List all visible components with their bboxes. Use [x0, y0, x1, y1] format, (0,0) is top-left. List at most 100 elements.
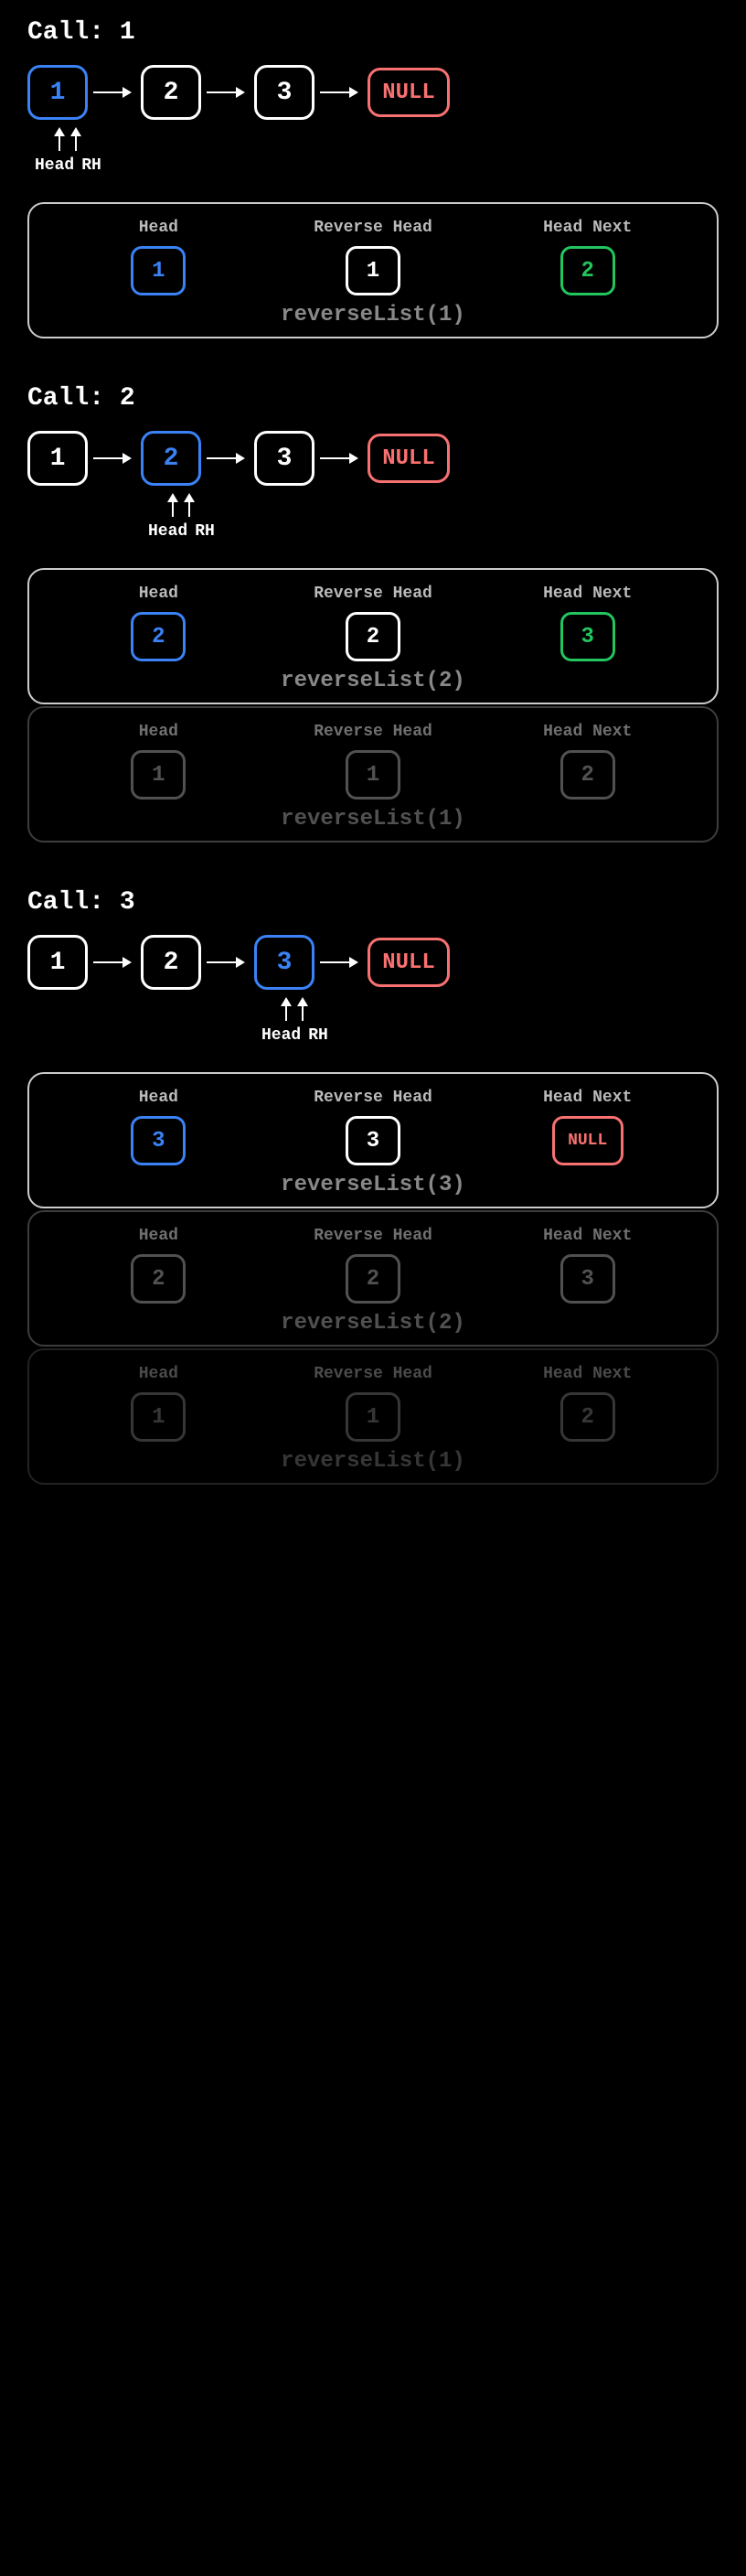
twin-arrows — [172, 495, 190, 517]
pointer-arrow-icon — [285, 999, 287, 1021]
frame-function-label: reverseList(2) — [51, 1311, 695, 1336]
arrow-icon — [207, 91, 243, 93]
frame-column-label: Reverse Head — [266, 1089, 481, 1107]
frame-column-label: Head Next — [480, 1365, 695, 1383]
frame-node-wrap: 1 — [266, 246, 481, 295]
frame-node-wrap: 2 — [266, 1254, 481, 1304]
pointer-arrow-icon — [302, 999, 304, 1021]
frame-node: 1 — [131, 750, 186, 800]
list-node: 3 — [254, 431, 314, 486]
frame-column-label: Reverse Head — [266, 219, 481, 237]
frame-node-wrap: 1 — [51, 246, 266, 295]
frame-column-label: Head Next — [480, 585, 695, 603]
list-node: 1 — [27, 935, 88, 990]
list-node: 1 — [27, 65, 88, 120]
frame-node: 1 — [346, 750, 400, 800]
null-node: NULL — [368, 68, 450, 117]
frame-node-wrap: 1 — [266, 1392, 481, 1442]
frame-node-wrap: 3 — [480, 612, 695, 661]
frame-column-label: Head — [51, 219, 266, 237]
pointer-arrows: Head RH — [148, 495, 215, 541]
frame-node: 3 — [346, 1116, 400, 1165]
twin-arrows — [59, 129, 77, 151]
list-node: 2 — [141, 935, 201, 990]
pointer-group: Head RH — [35, 129, 728, 175]
list-node: 1 — [27, 431, 88, 486]
frame-node-wrap: 2 — [480, 750, 695, 800]
pointer-arrow-icon — [172, 495, 174, 517]
frame-node: 3 — [560, 612, 615, 661]
twin-arrows — [285, 999, 304, 1021]
pointer-label: RH — [195, 522, 215, 541]
frame-header: HeadReverse HeadHead Next — [51, 585, 695, 603]
linked-list: 123NULL — [27, 431, 728, 486]
frame-node: 1 — [346, 1392, 400, 1442]
pointer-group: Head RH — [261, 999, 728, 1045]
pointer-label: Head — [261, 1026, 301, 1045]
frame-node: 1 — [131, 246, 186, 295]
frame-node: 3 — [560, 1254, 615, 1304]
frame-column-label: Head Next — [480, 1089, 695, 1107]
pointer-label: Head — [148, 522, 187, 541]
frame-column-label: Head — [51, 723, 266, 741]
arrow-icon — [93, 457, 130, 459]
frame-column-label: Head — [51, 1089, 266, 1107]
pointer-label: RH — [308, 1026, 328, 1045]
pointer-arrows: Head RH — [35, 129, 101, 175]
frame-function-label: reverseList(1) — [51, 807, 695, 832]
frame-node: 1 — [346, 246, 400, 295]
frame-header: HeadReverse HeadHead Next — [51, 219, 695, 237]
list-node: 2 — [141, 65, 201, 120]
diagram-root: Call: 1123NULLHeadRHHeadReverse HeadHead… — [0, 18, 746, 1485]
frame-node: 2 — [346, 1254, 400, 1304]
frame-node-wrap: 2 — [480, 246, 695, 295]
frame-node: 3 — [131, 1116, 186, 1165]
frame-column-label: Reverse Head — [266, 723, 481, 741]
frame-function-label: reverseList(1) — [51, 1449, 695, 1474]
pointer-label: RH — [81, 156, 101, 175]
frame-nodes: 1 1 2 — [51, 246, 695, 295]
pointer-labels: Head RH — [35, 156, 101, 175]
pointer-label: Head — [35, 156, 74, 175]
frame-node-wrap: 2 — [51, 1254, 266, 1304]
frame-node: 2 — [131, 612, 186, 661]
frame-node-wrap: 3 — [51, 1116, 266, 1165]
frame-node: 2 — [560, 1392, 615, 1442]
frame-node-wrap: 2 — [266, 612, 481, 661]
frame-null-node: NULL — [552, 1116, 623, 1165]
stack-frame: HeadReverse HeadHead Next 2 2 3 reverseList(… — [27, 568, 719, 704]
frame-node-wrap: 3 — [266, 1116, 481, 1165]
linked-list: 123NULL — [27, 65, 728, 120]
frame-function-label: reverseList(3) — [51, 1173, 695, 1197]
call-title: Call: 1 — [27, 18, 728, 47]
frame-column-label: Head Next — [480, 219, 695, 237]
call-section: Call: 3123NULLHeadRHHeadReverse HeadHead… — [0, 888, 746, 1485]
frame-node-wrap: 1 — [51, 1392, 266, 1442]
frame-node: 2 — [560, 246, 615, 295]
frame-column-label: Head Next — [480, 1227, 695, 1245]
frame-node: 2 — [560, 750, 615, 800]
frame-nodes: 2 2 3 — [51, 1254, 695, 1304]
frame-nodes: 1 1 2 — [51, 1392, 695, 1442]
frame-column-label: Head — [51, 1365, 266, 1383]
call-title: Call: 3 — [27, 888, 728, 917]
frame-nodes: 2 2 3 — [51, 612, 695, 661]
pointer-arrow-icon — [59, 129, 60, 151]
frame-node: 2 — [346, 612, 400, 661]
frame-node-wrap: 2 — [480, 1392, 695, 1442]
frame-function-label: reverseList(2) — [51, 669, 695, 693]
frame-header: HeadReverse HeadHead Next — [51, 1365, 695, 1383]
pointer-arrow-icon — [75, 129, 77, 151]
null-node: NULL — [368, 938, 450, 987]
frame-column-label: Reverse Head — [266, 1365, 481, 1383]
arrow-icon — [320, 91, 357, 93]
stack-frame: HeadReverse HeadHead Next 1 1 2 reverseList(… — [27, 1348, 719, 1485]
stack-frame: HeadReverse HeadHead Next112reverseList(… — [27, 706, 719, 843]
frame-node-wrap: 1 — [266, 750, 481, 800]
linked-list: 123NULL — [27, 935, 728, 990]
frame-node: 2 — [131, 1254, 186, 1304]
pointer-arrows: Head RH — [261, 999, 328, 1045]
frame-node-wrap: 2 — [51, 612, 266, 661]
pointer-labels: Head RH — [261, 1026, 328, 1045]
frame-nodes: 3 3 NULL — [51, 1116, 695, 1165]
